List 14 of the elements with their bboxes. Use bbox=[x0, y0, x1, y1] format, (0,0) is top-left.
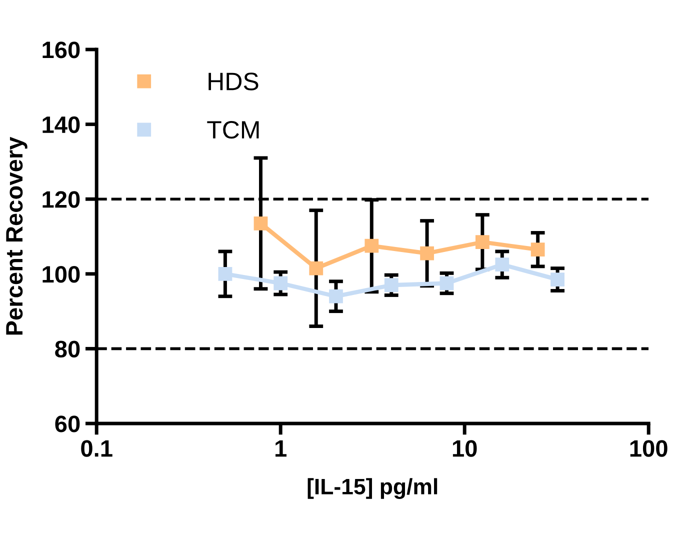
x-tick-label: 10 bbox=[452, 440, 477, 457]
y-tick-label: 80 bbox=[55, 340, 80, 358]
y-tick-label: 160 bbox=[42, 42, 80, 58]
x-tick-label: 100 bbox=[630, 440, 668, 457]
y-tick-label: 100 bbox=[42, 266, 80, 283]
legend-label: HDS bbox=[208, 72, 258, 90]
y-tick-label: 140 bbox=[42, 116, 80, 134]
y-axis-title: Percent Recovery bbox=[6, 136, 28, 335]
x-tick-label: 0.1 bbox=[81, 440, 112, 457]
x-tick-label: 1 bbox=[276, 440, 287, 457]
y-tick-label: 120 bbox=[42, 191, 80, 208]
x-axis-title: [IL-15] pg/ml bbox=[308, 478, 438, 499]
y-tick-label: 60 bbox=[55, 416, 80, 432]
legend-label: TCM bbox=[207, 120, 259, 139]
